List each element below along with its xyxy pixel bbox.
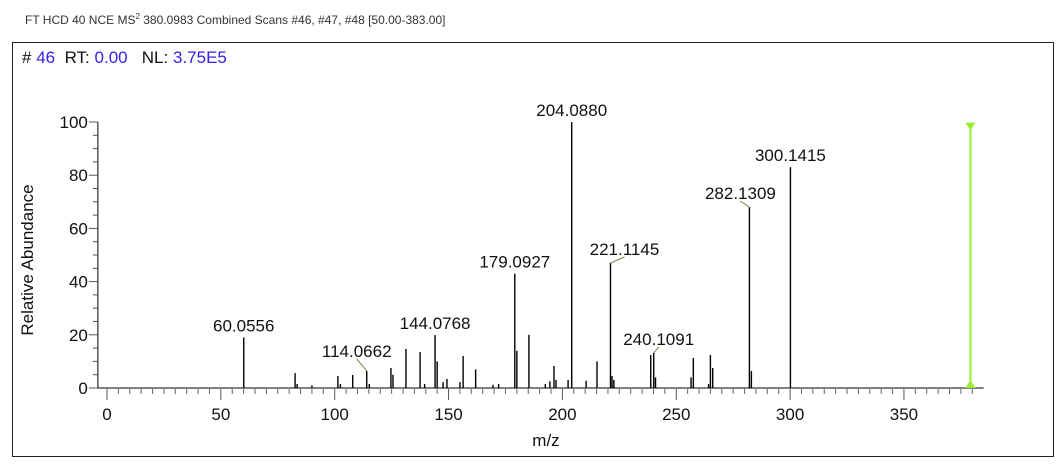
header-prefix: FT HCD 40 NCE MS [25, 13, 136, 27]
peak-label: 60.0556 [213, 316, 274, 335]
peak-label: 144.0768 [400, 314, 471, 333]
rt-label: RT: [64, 48, 90, 67]
peak-label: 204.0880 [536, 101, 607, 120]
rt-value: 0.00 [94, 48, 128, 67]
y-tick-label: 40 [69, 273, 88, 292]
peak-label-leader [653, 346, 660, 354]
header-superscript: 2 [135, 12, 140, 21]
peak-label: 179.0927 [479, 253, 550, 272]
peak-label-leader [740, 200, 750, 208]
peak-label: 240.1091 [623, 330, 694, 349]
y-tick-label: 60 [69, 219, 88, 238]
y-tick-label: 0 [78, 379, 87, 398]
x-tick-label: 200 [548, 405, 576, 424]
x-tick-label: 300 [776, 405, 804, 424]
x-tick-label: 100 [321, 405, 349, 424]
header-suffix: 380.0983 Combined Scans #46, #47, #48 [5… [139, 13, 446, 27]
x-tick-label: 150 [434, 405, 462, 424]
peak-label-leader [610, 256, 625, 264]
y-tick-label: 80 [69, 166, 88, 185]
y-axis-label: Relative Abundance [18, 184, 37, 335]
scan-label: # [22, 48, 32, 67]
precursor-marker-bottom-triangle [965, 380, 976, 388]
x-tick-label: 50 [211, 405, 230, 424]
scan-info: # 46 RT: 0.00 NL: 3.75E5 [22, 48, 227, 68]
precursor-marker-top-triangle [965, 122, 976, 131]
x-axis-label: m/z [532, 431, 559, 450]
peak-label: 300.1415 [755, 146, 826, 165]
x-tick-label: 250 [662, 405, 690, 424]
x-tick-label: 0 [102, 405, 111, 424]
peak-label-leader [356, 358, 368, 372]
peak-label: 282.1309 [705, 184, 776, 203]
x-tick-label: 350 [890, 405, 918, 424]
nl-value: 3.75E5 [172, 48, 227, 67]
scan-header: FT HCD 40 NCE MS2 380.0983 Combined Scan… [25, 12, 446, 27]
spectrum-frame [12, 42, 1054, 457]
peak-label: 221.1145 [590, 240, 660, 259]
nl-label: NL: [141, 48, 169, 67]
scan-number: 46 [36, 48, 56, 67]
y-tick-label: 20 [69, 326, 88, 345]
peak-label: 114.0662 [322, 342, 392, 361]
y-tick-label: 100 [60, 113, 88, 132]
